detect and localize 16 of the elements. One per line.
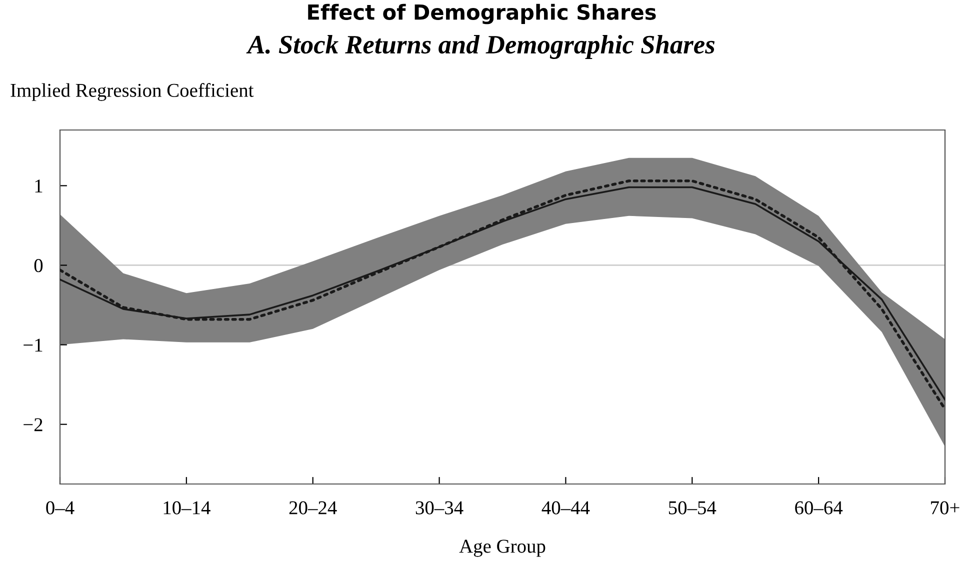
x-tick-label: 70+ [931, 501, 960, 514]
y-tick-label: −1 [24, 338, 42, 352]
x-tick-label: 50–54 [668, 501, 716, 514]
chart-title: Effect of Demographic Shares [308, 4, 656, 24]
x-tick-label: 40–44 [542, 501, 590, 514]
y-tick-label: 0 [34, 259, 43, 272]
x-axis-title: Age Group [459, 540, 546, 557]
y-tick-label: −2 [24, 418, 42, 432]
x-tick-label: 0–4 [46, 501, 74, 514]
chart-subtitle: A. Stock Returns and Demographic Shares [246, 35, 715, 59]
x-tick-label: 20–24 [289, 501, 337, 514]
y-tick-label: 1 [35, 180, 42, 192]
y-axis-title: Implied Regression Coefficient [10, 83, 254, 101]
x-tick-label: 60–64 [795, 501, 843, 514]
x-tick-label: 10–14 [164, 501, 210, 514]
x-tick-label: 30–34 [416, 501, 464, 514]
